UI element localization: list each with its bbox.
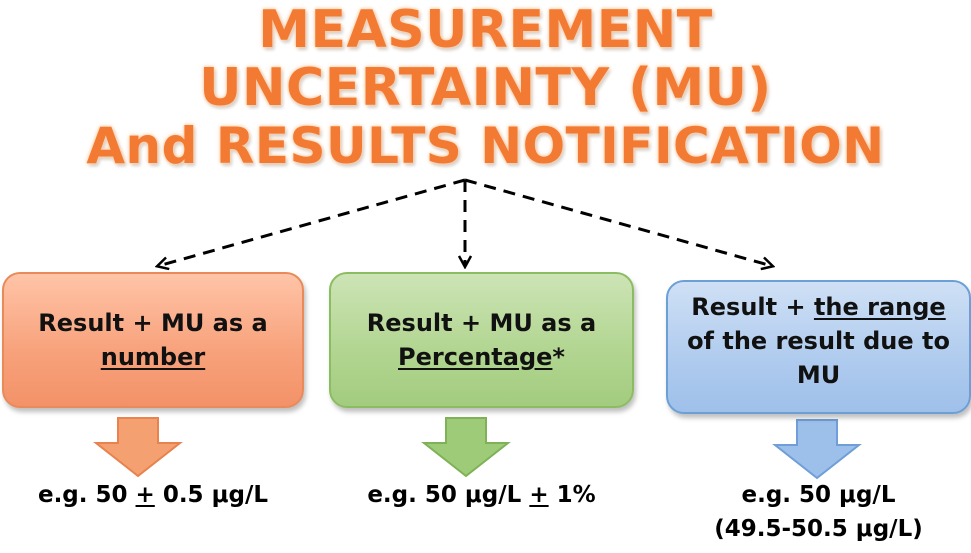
connector-right <box>464 178 772 266</box>
down-arrow-green <box>421 417 511 478</box>
example-percentage: e.g. 50 μg/L + 1% <box>329 478 634 512</box>
down-arrow-orange <box>93 417 183 478</box>
box-percentage-line1: Result + MU as a <box>366 309 597 337</box>
example-number-pm: + <box>135 482 155 508</box>
example-number: e.g. 50 + 0.5 μg/L <box>2 478 304 512</box>
box-percentage-line2: Percentage <box>398 343 553 371</box>
example-number-before: e.g. 50 <box>37 482 136 508</box>
example-number-after: 0.5 μg/L <box>154 482 269 508</box>
example-range-line2: (49.5-50.5 μg/L) <box>714 516 923 542</box>
box-percentage-asterisk: * <box>552 343 565 371</box>
box-number-line1: Result + MU as a <box>38 309 268 337</box>
box-range-underlined: the range <box>813 293 946 321</box>
title-line-3: And RESULTS NOTIFICATION <box>86 117 885 175</box>
box-range-prefix: Result + <box>691 293 814 321</box>
box-range-line3: MU <box>796 361 841 389</box>
connector-left <box>158 178 466 266</box>
example-percentage-pm: + <box>529 482 549 508</box>
box-range-line2: of the result due to <box>687 327 950 355</box>
title-line-2: UNCERTAINTY (MU) <box>199 58 772 118</box>
box-number-line2: number <box>100 343 206 371</box>
example-percentage-before: e.g. 50 μg/L <box>367 482 530 508</box>
down-arrow-blue <box>772 419 862 480</box>
example-percentage-after: 1% <box>548 482 596 508</box>
title-line-1: MEASUREMENT <box>258 0 713 60</box>
box-percentage: Result + MU as a Percentage* <box>329 272 634 408</box>
box-number: Result + MU as a number <box>2 272 304 408</box>
example-range-line1: e.g. 50 μg/L <box>741 482 896 508</box>
example-range: e.g. 50 μg/L (49.5-50.5 μg/L) <box>666 478 971 546</box>
box-range: Result + the range of the result due to … <box>666 280 971 414</box>
